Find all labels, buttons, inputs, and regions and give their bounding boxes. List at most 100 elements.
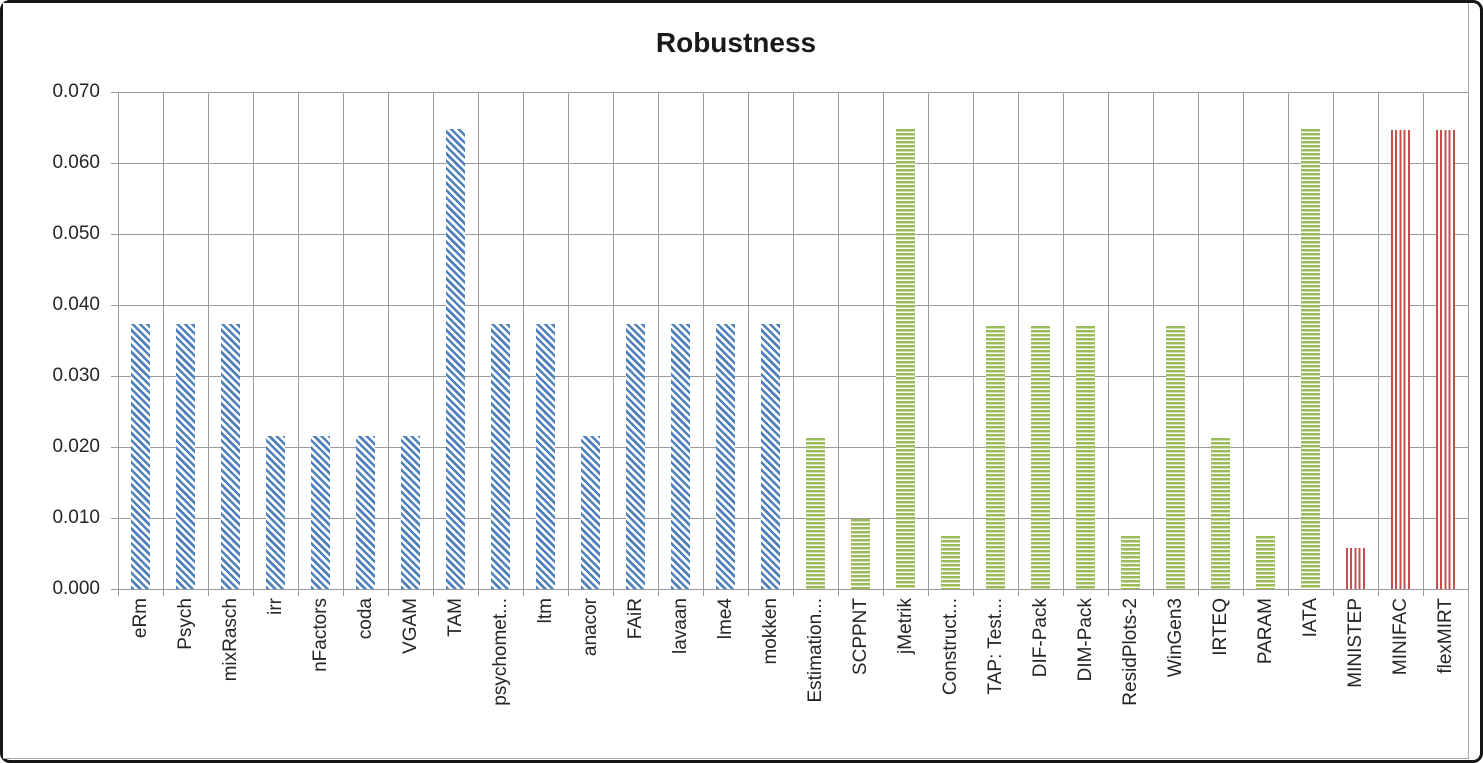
bar-erm xyxy=(131,324,150,589)
x-axis-tick xyxy=(1063,589,1064,596)
x-axis-tick xyxy=(208,589,209,596)
x-gridline xyxy=(613,92,614,589)
x-category-label-text: flexMIRT xyxy=(1434,598,1456,674)
x-category-label: ltm xyxy=(535,598,561,623)
x-axis-tick xyxy=(838,589,839,596)
x-axis-tick xyxy=(1198,589,1199,596)
x-gridline xyxy=(1198,92,1199,589)
x-axis-tick xyxy=(568,589,569,596)
x-gridline xyxy=(298,92,299,589)
x-gridline xyxy=(1018,92,1019,589)
x-gridline xyxy=(1063,92,1064,589)
bar-residplots-2 xyxy=(1121,535,1140,589)
x-axis-tick xyxy=(253,589,254,596)
x-axis-tick xyxy=(703,589,704,596)
bar-tam xyxy=(446,128,465,589)
bar-psychomet xyxy=(491,324,510,589)
bar-construct xyxy=(941,535,960,589)
bar-estimation xyxy=(806,437,825,589)
x-gridline xyxy=(748,92,749,589)
x-category-label-text: psychomet... xyxy=(489,598,511,706)
x-gridline xyxy=(478,92,479,589)
x-category-label-text: DIF-Pack xyxy=(1029,598,1051,678)
bar-scppnt xyxy=(851,518,870,589)
bar-param xyxy=(1256,535,1275,589)
x-axis-tick xyxy=(928,589,929,596)
x-gridline xyxy=(1108,92,1109,589)
x-category-label-text: TAP: Test... xyxy=(984,598,1006,695)
bar-jmetrik xyxy=(896,128,915,589)
bar-ministep xyxy=(1346,547,1365,589)
x-gridline xyxy=(208,92,209,589)
x-gridline xyxy=(253,92,254,589)
x-category-label-text: PARAM xyxy=(1254,598,1276,665)
x-axis-tick xyxy=(118,589,119,596)
x-axis-tick xyxy=(1423,589,1424,596)
y-axis-tick-label: 0.010 xyxy=(52,507,100,528)
x-axis-tick xyxy=(613,589,614,596)
x-gridline xyxy=(1378,92,1379,589)
x-category-label-text: anacor xyxy=(579,598,601,657)
bar-lme4 xyxy=(716,324,735,589)
x-category-label: lme4 xyxy=(715,598,757,639)
x-axis-tick xyxy=(793,589,794,596)
x-category-label-text: Construct... xyxy=(939,598,961,696)
x-category-label-text: MINIFAC xyxy=(1389,598,1411,676)
bar-irr xyxy=(266,436,285,589)
x-gridline xyxy=(1243,92,1244,589)
x-category-label-text: VGAM xyxy=(399,598,421,654)
bar-mixrasch xyxy=(221,324,240,589)
x-category-label-text: eRm xyxy=(129,598,151,639)
x-category-label-text: irr xyxy=(264,598,286,615)
x-category-label-text: TAM xyxy=(444,598,466,637)
x-axis-tick xyxy=(388,589,389,596)
y-axis-tick-label: 0.040 xyxy=(52,294,100,315)
bar-psych xyxy=(176,324,195,589)
chart-region: Robustness 0.000 0.010 0.020 0.030 0.040 0.05… xyxy=(3,3,1469,759)
y-axis-tick xyxy=(111,376,118,377)
x-axis-tick xyxy=(973,589,974,596)
x-axis-tick xyxy=(748,589,749,596)
x-gridline xyxy=(433,92,434,589)
bar-anacor xyxy=(581,436,600,589)
bar-fair xyxy=(626,324,645,589)
x-category-label-text: MINISTEP xyxy=(1344,598,1366,688)
x-category-label-text: IRTEQ xyxy=(1209,598,1231,656)
bar-coda xyxy=(356,436,375,589)
x-gridline xyxy=(523,92,524,589)
x-category-label-text: mokken xyxy=(759,598,781,665)
x-category-label-text: mixRasch xyxy=(219,598,241,682)
x-axis-tick xyxy=(1243,589,1244,596)
x-category-label-text: lavaan xyxy=(669,598,691,654)
x-category-label-text: Estimation... xyxy=(804,598,826,703)
y-axis-tick xyxy=(111,447,118,448)
x-gridline xyxy=(883,92,884,589)
x-axis-tick xyxy=(1333,589,1334,596)
y-axis-tick xyxy=(111,589,118,590)
bar-irteq xyxy=(1211,437,1230,589)
x-category-label-text: FAiR xyxy=(624,598,646,640)
x-category-label: coda xyxy=(355,598,397,639)
x-axis-tick xyxy=(1018,589,1019,596)
bar-nfactors xyxy=(311,436,330,589)
x-category-label-text: ltm xyxy=(534,598,556,624)
x-category-label-text: Psych xyxy=(174,598,196,650)
bar-flexmirt xyxy=(1436,129,1455,589)
x-category-label: FAiR xyxy=(625,598,667,639)
x-gridline xyxy=(793,92,794,589)
x-category-label: IATA xyxy=(1300,598,1340,637)
x-category-label-text: ResidPlots-2 xyxy=(1119,598,1141,706)
x-category-label: irr xyxy=(264,598,286,618)
x-gridline xyxy=(838,92,839,589)
y-axis-tick xyxy=(111,163,118,164)
x-axis-tick xyxy=(1153,589,1154,596)
x-gridline xyxy=(343,92,344,589)
x-gridline xyxy=(658,92,659,589)
bar-minifac xyxy=(1391,129,1410,589)
x-gridline xyxy=(1288,92,1289,589)
bar-ltm xyxy=(536,324,555,589)
x-axis-tick xyxy=(343,589,344,596)
x-gridline xyxy=(973,92,974,589)
bar-tap-test xyxy=(986,326,1005,589)
